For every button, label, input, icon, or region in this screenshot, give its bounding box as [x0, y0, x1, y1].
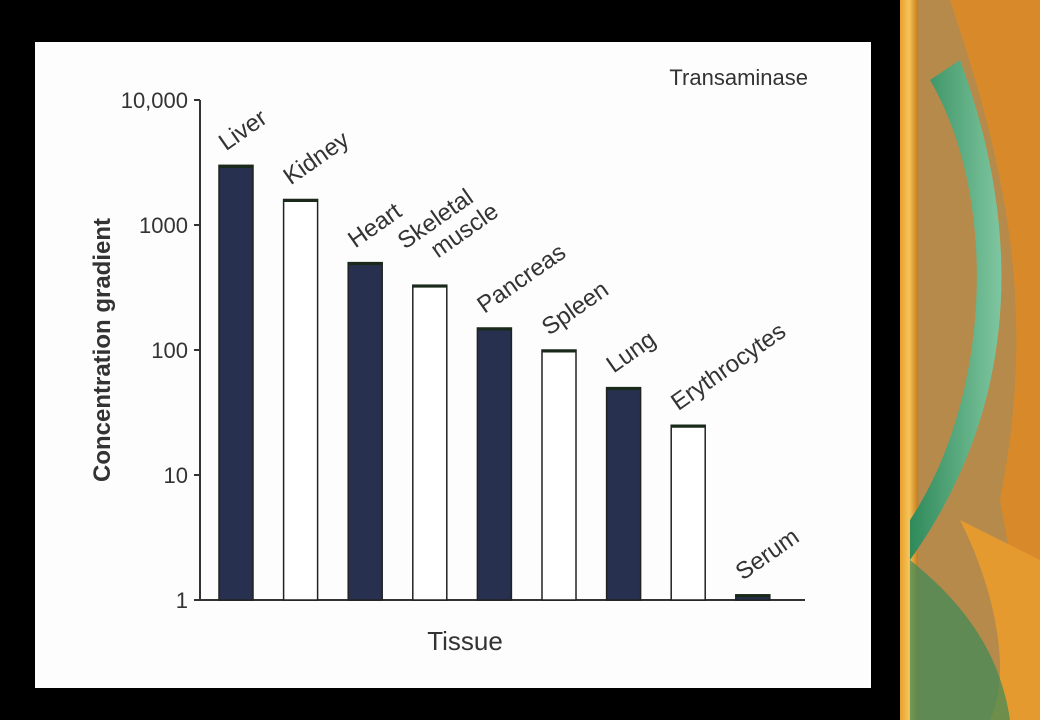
- y-tick-label: 1000: [139, 213, 188, 238]
- decor-swoosh: [950, 0, 1040, 720]
- chart-title: Transaminase: [669, 65, 808, 90]
- decor-swoosh: [910, 60, 1002, 560]
- x-axis-label: Tissue: [427, 626, 503, 656]
- bar: [218, 164, 254, 601]
- decor-strip: [900, 0, 1040, 720]
- bar: [541, 349, 577, 601]
- decor-swoosh: [910, 560, 1010, 720]
- y-tick-label: 10,000: [121, 88, 188, 113]
- bar: [670, 424, 706, 601]
- y-tick-label: 1: [176, 588, 188, 613]
- bar: [412, 284, 448, 601]
- bar: [282, 198, 319, 601]
- bar: [347, 261, 383, 601]
- y-tick-label: 10: [164, 463, 188, 488]
- decor-swoosh: [960, 520, 1040, 720]
- chart-panel: [35, 42, 871, 688]
- bar: [476, 327, 513, 601]
- y-tick-label: 100: [151, 338, 188, 363]
- bar: [605, 386, 642, 601]
- y-axis-label: Concentration gradient: [89, 218, 116, 482]
